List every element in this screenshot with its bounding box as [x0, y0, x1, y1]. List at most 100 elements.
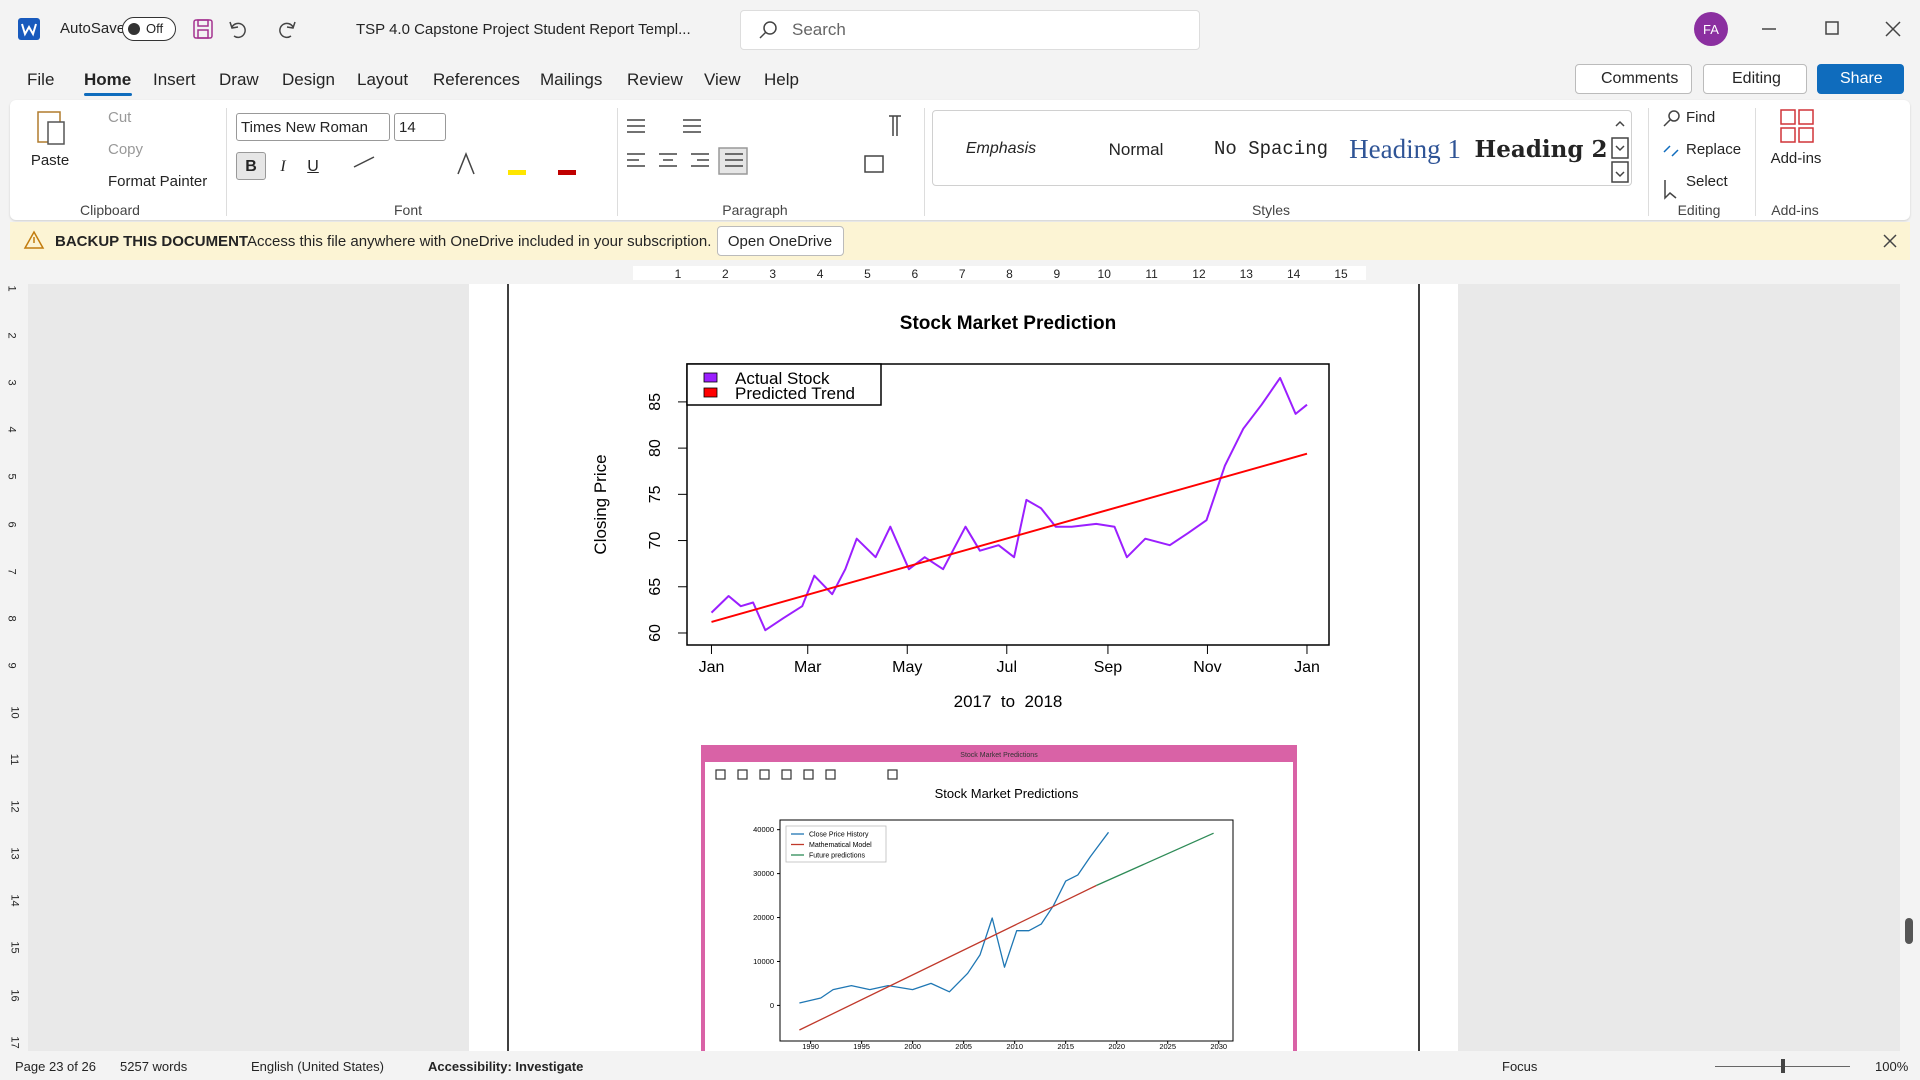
y-tick-label: 80 — [647, 439, 664, 457]
avatar[interactable] — [1694, 12, 1728, 46]
open-onedrive-button[interactable] — [717, 226, 844, 256]
window-controls[interactable] — [1762, 20, 1912, 40]
tab-active[interactable]: Home — [84, 70, 132, 89]
document-title[interactable]: TSP 4.0 Capstone Project Student Report … — [356, 21, 691, 38]
editing-button[interactable] — [1703, 64, 1807, 94]
zoom-thumb[interactable] — [1781, 1059, 1785, 1073]
style-item[interactable]: Emphasis — [965, 140, 1037, 157]
styles-scroll[interactable] — [1610, 114, 1630, 184]
x-tick-label: 1990 — [802, 1042, 819, 1051]
warning-icon — [23, 230, 45, 249]
tab[interactable]: Mailings — [540, 70, 603, 89]
ruler-number: 11 — [1145, 267, 1158, 281]
comments-label: Comments — [1601, 70, 1679, 87]
ruler-number: 4 — [5, 426, 18, 433]
tab[interactable]: Draw — [219, 70, 259, 89]
page-count[interactable]: Page 23 of 26 — [15, 1059, 96, 1074]
editing-icons — [1663, 110, 1680, 200]
search-box[interactable] — [740, 10, 1200, 50]
legend-swatch — [703, 372, 718, 383]
series-line — [799, 831, 1110, 1004]
ruler-number: 5 — [864, 267, 871, 281]
y-tick-label: 30000 — [753, 869, 774, 878]
style-item[interactable]: Normal — [1108, 140, 1164, 159]
style-item[interactable]: Heading 1 — [1349, 134, 1461, 164]
replace-label[interactable]: Replace — [1686, 141, 1742, 158]
underline-glyph[interactable]: U — [307, 158, 319, 175]
y-axis-title: Closing Price — [591, 454, 610, 554]
series-line — [799, 884, 1097, 1031]
chart: Stock Market Prediction 60 65 70 75 80 85 Jan Ma… — [591, 313, 1330, 711]
tab[interactable]: File — [27, 70, 55, 89]
tab[interactable]: Help — [764, 70, 799, 89]
y-tick-label: 65 — [647, 578, 664, 596]
toolbar-icon — [715, 769, 726, 780]
redo-icon[interactable] — [277, 19, 297, 39]
series-line — [711, 452, 1308, 623]
paste-icon[interactable] — [36, 108, 66, 148]
x-tick-label: May — [892, 659, 922, 676]
tab[interactable]: Design — [282, 70, 335, 89]
toolbar-icon — [825, 769, 836, 780]
tab[interactable]: Insert — [153, 70, 196, 89]
x-tick-label: 2000 — [904, 1042, 921, 1051]
scrollbar[interactable] — [1900, 284, 1920, 1051]
notification-bar — [10, 222, 1910, 260]
ruler-number: 9 — [1053, 267, 1061, 281]
accessibility[interactable]: Accessibility: Investigate — [428, 1059, 584, 1074]
add-ins-label[interactable]: Add-ins — [1770, 150, 1822, 167]
tab[interactable]: Review — [627, 70, 683, 89]
word-count[interactable]: 5257 words — [120, 1059, 188, 1074]
tab[interactable]: Layout — [357, 70, 409, 89]
x-tick-label: Sep — [1094, 659, 1123, 676]
comments-button[interactable] — [1575, 64, 1692, 94]
style-item[interactable]: Heading 2 — [1474, 136, 1608, 163]
ruler-body — [633, 266, 1366, 280]
undo-icon[interactable] — [228, 19, 248, 39]
format-painter-label[interactable]: Format Painter — [108, 173, 208, 190]
font-icons[interactable] — [350, 112, 610, 182]
legend-swatch — [703, 387, 718, 398]
window-frame — [701, 745, 1297, 1051]
zoom-level[interactable]: 100% — [1875, 1059, 1909, 1074]
style-item[interactable]: No Spacing — [1213, 138, 1329, 160]
font-name-box[interactable] — [236, 113, 390, 141]
find-label[interactable]: Find — [1686, 109, 1716, 126]
paste-label[interactable]: Paste — [30, 152, 70, 169]
font-size-box[interactable] — [394, 113, 446, 141]
italic-glyph[interactable]: I — [280, 158, 286, 175]
paragraph-icons[interactable] — [625, 112, 915, 182]
x-tick-label: Mar — [794, 659, 822, 676]
toolbar-icon — [887, 769, 898, 780]
ruler-number: 5 — [5, 473, 18, 480]
cut-label: Cut — [108, 109, 132, 126]
close-notification[interactable] — [1883, 234, 1897, 248]
ruler-number: 17 — [8, 1035, 21, 1049]
scroll-thumb[interactable] — [1905, 918, 1913, 944]
ruler-number: 10 — [8, 706, 21, 719]
separator — [226, 108, 227, 216]
bold-button[interactable] — [236, 152, 266, 180]
tab[interactable]: References — [433, 70, 520, 89]
share-button[interactable] — [1817, 64, 1904, 94]
add-ins-icon[interactable] — [1779, 108, 1815, 144]
select-label[interactable]: Select — [1686, 173, 1728, 190]
legend-label: Mathematical Model — [809, 842, 872, 849]
notification-message: Access this file anywhere with OneDrive … — [247, 233, 712, 250]
y-tick-label: 0 — [770, 1001, 774, 1010]
separator — [924, 108, 925, 216]
ruler-number: 8 — [5, 615, 18, 622]
autosave-label: AutoSave — [60, 20, 126, 37]
tab[interactable]: View — [704, 70, 741, 89]
focus[interactable]: Focus — [1502, 1059, 1538, 1074]
save-icon[interactable] — [193, 19, 213, 39]
bold-glyph: B — [245, 158, 257, 175]
x-tick-label: 2005 — [955, 1042, 972, 1051]
language[interactable]: English (United States) — [251, 1059, 384, 1074]
legend-label: Predicted Trend — [735, 384, 855, 403]
y-tick-label: 20000 — [753, 913, 774, 922]
legend-label: Future predictions — [809, 852, 866, 859]
legend-label: Close Price History — [809, 831, 869, 838]
x-tick-label: 2010 — [1006, 1042, 1023, 1051]
